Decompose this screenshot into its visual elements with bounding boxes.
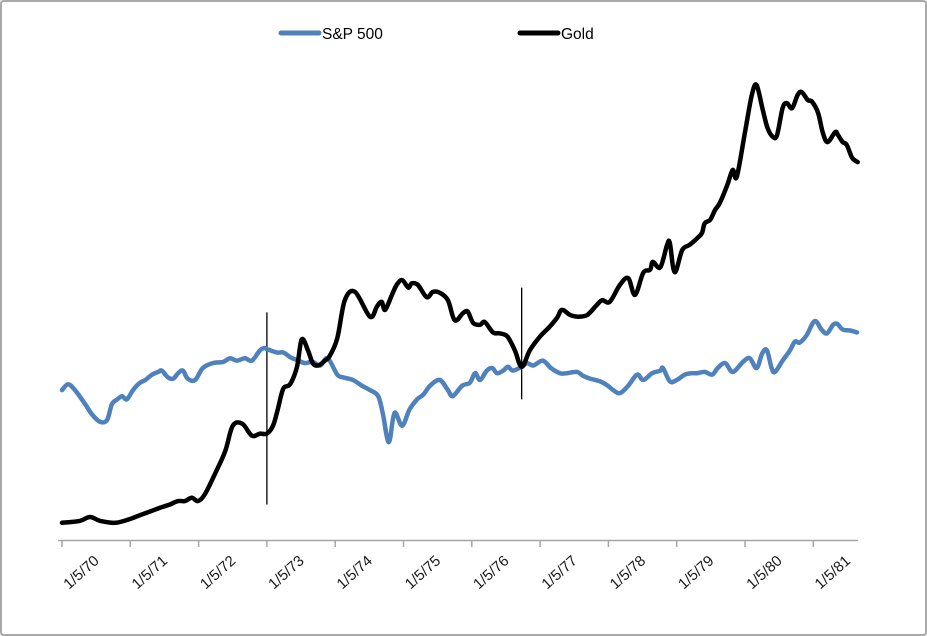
- x-axis-label: 1/5/76: [470, 552, 512, 593]
- gold-line: [59, 82, 860, 526]
- x-axis-label: 1/5/70: [60, 552, 102, 593]
- x-axis-label: 1/5/80: [743, 552, 785, 593]
- sp500-line: [59, 318, 860, 445]
- legend-label-sp500: S&P 500: [322, 26, 383, 43]
- x-axis-label: 1/5/72: [197, 552, 239, 593]
- x-axis-label: 1/5/73: [265, 552, 307, 593]
- x-axis-label: 1/5/79: [675, 552, 717, 593]
- x-axis-label: 1/5/75: [402, 552, 444, 593]
- x-axis-label: 1/5/81: [812, 552, 854, 593]
- x-axis-label: 1/5/77: [538, 552, 580, 593]
- x-axis-label: 1/5/71: [129, 552, 171, 593]
- legend-label-gold: Gold: [561, 26, 594, 43]
- x-axis-label: 1/5/78: [607, 552, 649, 593]
- x-axis-label: 1/5/74: [333, 552, 375, 593]
